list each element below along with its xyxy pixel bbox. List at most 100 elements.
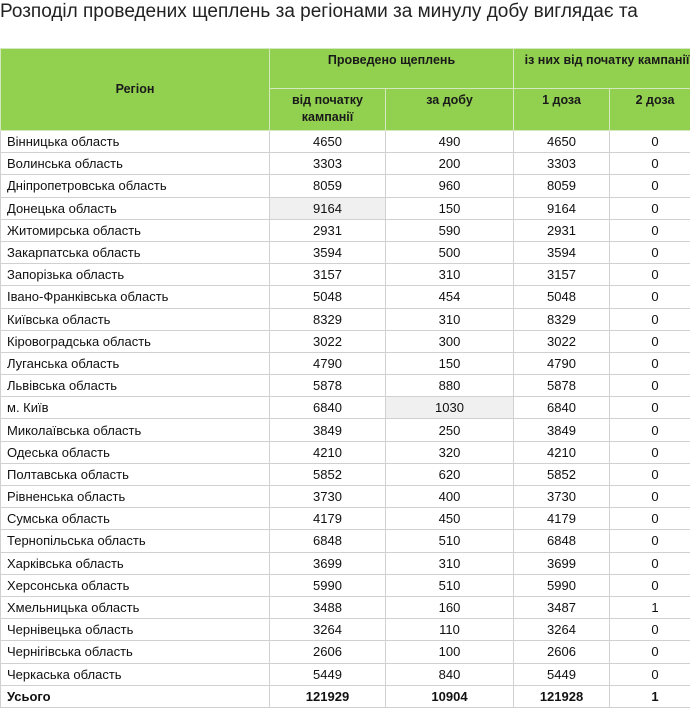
cell-dose1: 4210 — [513, 440, 611, 464]
cell-dose1: 3699 — [513, 551, 611, 575]
cell-dose2: 0 — [609, 507, 690, 531]
cell-region: Київська область — [0, 307, 270, 331]
cell-dose1: 3849 — [513, 418, 611, 442]
cell-dose2: 0 — [609, 418, 690, 442]
cell-dose1: 8059 — [513, 174, 611, 198]
cell-since-start: 3849 — [269, 418, 386, 442]
cell-dose1: 3594 — [513, 240, 611, 265]
cell-region: Житомирська область — [0, 218, 270, 242]
cell-since-start: 4650 — [269, 129, 386, 154]
cell-region: м. Київ — [0, 396, 270, 420]
table-row: Чернігівська область 2606 100 2606 0 — [0, 640, 690, 664]
cell-dose2: 0 — [609, 529, 690, 553]
cell-dose1: 5990 — [513, 573, 611, 597]
cell-dose1: 3264 — [513, 618, 611, 642]
cell-dose2: 0 — [609, 374, 690, 398]
cell-dose1: 121928 — [513, 684, 611, 708]
cell-dose2: 0 — [609, 196, 690, 220]
cell-region: Хмельницька область — [0, 595, 270, 620]
cell-dose2: 0 — [609, 396, 690, 420]
cell-dose1: 4790 — [513, 351, 611, 376]
cell-per-day: 590 — [384, 218, 515, 242]
cell-region: Сумська область — [0, 507, 270, 531]
cell-dose1: 5878 — [513, 374, 611, 398]
cell-since-start: 3594 — [269, 240, 386, 265]
cell-region: Чернігівська область — [0, 640, 270, 664]
cell-per-day: 310 — [384, 307, 515, 331]
cell-region: Вінницька область — [0, 129, 270, 154]
cell-dose2: 0 — [609, 484, 690, 509]
cell-dose2: 0 — [609, 551, 690, 575]
cell-per-day: 450 — [384, 507, 515, 531]
table-row: Хмельницька область 3488 160 3487 1 — [0, 595, 690, 620]
cell-since-start: 2931 — [269, 218, 386, 242]
table-row: Чернівецька область 3264 110 3264 0 — [0, 618, 690, 642]
table-row: Івано-Франківська область 5048 454 5048 0 — [0, 285, 690, 309]
cell-dose1: 6840 — [513, 396, 611, 420]
cell-dose2: 0 — [609, 218, 690, 242]
cell-since-start: 121929 — [269, 684, 386, 708]
header-dose2: 2 доза — [609, 88, 690, 131]
cell-since-start: 3730 — [269, 484, 386, 509]
total-row: Усього 121929 10904 121928 1 — [0, 684, 690, 708]
cell-region: Полтавська область — [0, 462, 270, 487]
table-row: Луганська область 4790 150 4790 0 — [0, 351, 690, 376]
cell-region: Харківська область — [0, 551, 270, 575]
cell-per-day: 1030 — [384, 396, 515, 420]
cell-dose1: 2606 — [513, 640, 611, 664]
cell-since-start: 4790 — [269, 351, 386, 376]
table-row: Волинська область 3303 200 3303 0 — [0, 152, 690, 176]
cell-per-day: 840 — [384, 662, 515, 686]
cell-per-day: 150 — [384, 196, 515, 220]
table-row: Житомирська область 2931 590 2931 0 — [0, 218, 690, 242]
cell-region: Дніпропетровська область — [0, 174, 270, 198]
vaccination-table: Регіон Проведено щеплень із них від поча… — [0, 48, 690, 708]
cell-per-day: 200 — [384, 152, 515, 176]
cell-per-day: 160 — [384, 595, 515, 620]
cell-per-day: 100 — [384, 640, 515, 664]
cell-per-day: 310 — [384, 263, 515, 287]
cell-since-start: 9164 — [269, 196, 386, 220]
cell-per-day: 620 — [384, 462, 515, 487]
table-row: Рівненська область 3730 400 3730 0 — [0, 484, 690, 509]
cell-per-day: 10904 — [384, 684, 515, 708]
cell-region: Усього — [0, 684, 270, 708]
header-per-day: за добу — [384, 88, 515, 131]
cell-per-day: 150 — [384, 351, 515, 376]
cell-dose1: 4650 — [513, 129, 611, 154]
cell-since-start: 4210 — [269, 440, 386, 464]
cell-dose1: 3730 — [513, 484, 611, 509]
table-row: Донецька область 9164 150 9164 0 — [0, 196, 690, 220]
cell-per-day: 250 — [384, 418, 515, 442]
cell-dose2: 0 — [609, 174, 690, 198]
cell-dose2: 0 — [609, 573, 690, 597]
table-row: Тернопільська область 6848 510 6848 0 — [0, 529, 690, 553]
cell-dose1: 3303 — [513, 152, 611, 176]
header-dose1: 1 доза — [513, 88, 611, 131]
cell-dose2: 0 — [609, 129, 690, 154]
cell-since-start: 3303 — [269, 152, 386, 176]
cell-since-start: 5852 — [269, 462, 386, 487]
cell-dose2: 0 — [609, 285, 690, 309]
cell-per-day: 490 — [384, 129, 515, 154]
cell-region: Рівненська область — [0, 484, 270, 509]
table-row: Харківська область 3699 310 3699 0 — [0, 551, 690, 575]
cell-dose1: 3487 — [513, 595, 611, 620]
cell-dose1: 5048 — [513, 285, 611, 309]
table-row: Херсонська область 5990 510 5990 0 — [0, 573, 690, 597]
cell-dose2: 0 — [609, 662, 690, 686]
cell-dose1: 3157 — [513, 263, 611, 287]
cell-dose1: 9164 — [513, 196, 611, 220]
cell-since-start: 2606 — [269, 640, 386, 664]
cell-since-start: 4179 — [269, 507, 386, 531]
cell-dose2: 0 — [609, 462, 690, 487]
cell-dose2: 0 — [609, 329, 690, 353]
cell-dose1: 8329 — [513, 307, 611, 331]
cell-region: Волинська область — [0, 152, 270, 176]
table-row: Черкаська область 5449 840 5449 0 — [0, 662, 690, 686]
cell-since-start: 5048 — [269, 285, 386, 309]
cell-since-start: 5878 — [269, 374, 386, 398]
cell-dose1: 3022 — [513, 329, 611, 353]
cell-per-day: 960 — [384, 174, 515, 198]
cell-dose2: 0 — [609, 640, 690, 664]
